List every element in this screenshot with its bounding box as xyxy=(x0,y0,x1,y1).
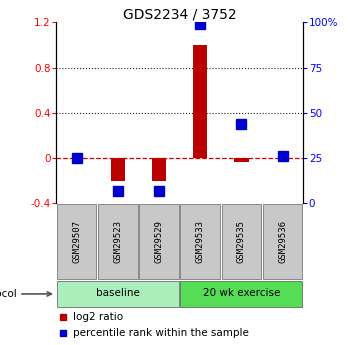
Bar xyxy=(180,204,220,279)
Title: GDS2234 / 3752: GDS2234 / 3752 xyxy=(123,7,236,21)
Bar xyxy=(110,158,125,181)
Text: GSM29536: GSM29536 xyxy=(278,220,287,263)
Text: GSM29507: GSM29507 xyxy=(72,220,81,263)
Bar xyxy=(98,204,138,279)
Text: protocol: protocol xyxy=(0,289,51,299)
Bar xyxy=(152,158,166,181)
Text: GSM29535: GSM29535 xyxy=(237,220,246,263)
Bar xyxy=(57,281,179,307)
Text: log2 ratio: log2 ratio xyxy=(73,312,123,322)
Bar xyxy=(57,204,96,279)
Bar xyxy=(180,281,303,307)
Bar xyxy=(193,45,208,158)
Text: 20 wk exercise: 20 wk exercise xyxy=(203,288,280,298)
Text: GSM29529: GSM29529 xyxy=(155,220,164,263)
Text: percentile rank within the sample: percentile rank within the sample xyxy=(73,328,249,338)
Text: baseline: baseline xyxy=(96,288,140,298)
Bar xyxy=(222,204,261,279)
Text: GSM29523: GSM29523 xyxy=(113,220,122,263)
Text: GSM29533: GSM29533 xyxy=(196,220,205,263)
Bar xyxy=(234,158,249,161)
Bar xyxy=(139,204,179,279)
Bar xyxy=(263,204,303,279)
